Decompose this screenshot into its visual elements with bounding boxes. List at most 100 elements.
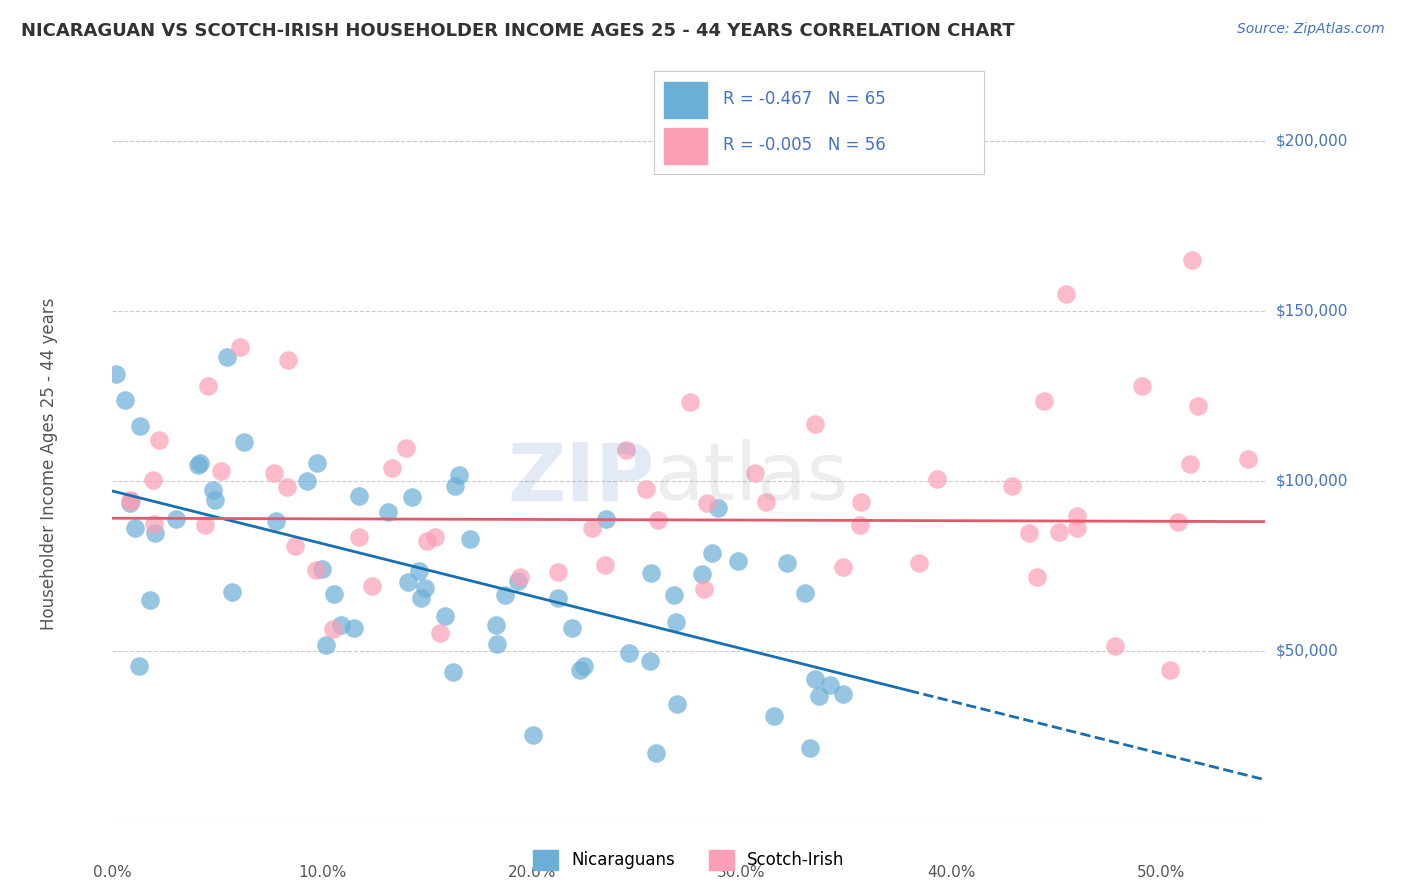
Point [744,466,766,480]
Point [202,483,225,497]
Point [129,418,152,433]
Point [165,512,187,526]
Point [508,574,530,588]
Text: atlas: atlas [654,439,849,517]
Point [634,482,657,496]
Point [818,678,841,692]
Point [617,646,640,660]
Point [187,458,209,472]
Text: 40.0%: 40.0% [927,865,976,880]
Point [614,442,637,457]
Bar [664,128,707,163]
Point [1159,663,1181,677]
Point [304,563,326,577]
Point [413,581,436,595]
Point [707,501,730,516]
Text: 0.0%: 0.0% [93,865,132,880]
Point [595,558,617,572]
Point [284,539,307,553]
Point [322,623,344,637]
Point [645,746,668,760]
Point [1181,252,1204,267]
Point [1026,570,1049,584]
Point [416,534,439,549]
Point [143,526,166,541]
Text: $200,000: $200,000 [1275,134,1348,149]
Point [692,567,714,582]
Point [458,532,481,546]
Point [693,582,716,596]
Point [509,570,531,584]
Point [444,479,467,493]
Point [1104,639,1126,653]
Point [118,496,141,510]
Point [401,490,423,504]
Text: R = -0.005   N = 56: R = -0.005 N = 56 [723,136,886,154]
Point [762,709,785,723]
Point [665,698,688,712]
Point [640,654,662,668]
Point [264,514,287,528]
Point [423,530,446,544]
Point [908,556,931,570]
Point [1066,521,1088,535]
Point [640,566,662,580]
Point [330,618,353,632]
Point [381,461,404,475]
Text: 50.0%: 50.0% [1136,865,1185,880]
Point [124,521,146,535]
Point [700,545,723,559]
Text: $100,000: $100,000 [1275,474,1348,488]
Point [142,473,165,487]
Point [311,562,333,576]
Point [315,638,337,652]
Point [194,518,217,533]
Point [678,394,700,409]
Point [485,618,508,632]
Point [347,530,370,544]
Text: 10.0%: 10.0% [298,865,346,880]
Point [142,516,165,531]
Point [233,435,256,450]
Text: $150,000: $150,000 [1275,303,1348,318]
Point [1178,457,1201,471]
Point [665,615,688,629]
Point [377,505,399,519]
Point [197,378,219,392]
Point [755,495,778,509]
Point [323,587,346,601]
Point [204,493,226,508]
Point [1054,287,1077,301]
Point [433,608,456,623]
Point [1001,479,1024,493]
Point [595,512,617,526]
Point [1018,525,1040,540]
Point [925,472,948,486]
Point [807,689,830,703]
Point [1033,394,1056,409]
Point [297,474,319,488]
Point [118,493,141,508]
Point [494,588,516,602]
Text: R = -0.467   N = 65: R = -0.467 N = 65 [723,90,886,108]
Point [662,589,685,603]
Text: $50,000: $50,000 [1275,643,1339,658]
Point [647,513,669,527]
Point [696,496,718,510]
Point [114,392,136,407]
Point [1167,515,1189,529]
Text: 30.0%: 30.0% [717,865,766,880]
Point [408,565,430,579]
Point [1047,525,1070,540]
Point [429,625,451,640]
Point [349,489,371,503]
Point [307,456,329,470]
Point [139,592,162,607]
Point [547,565,569,579]
Point [128,658,150,673]
Point [441,665,464,679]
Text: Householder Income Ages 25 - 44 years: Householder Income Ages 25 - 44 years [39,298,58,630]
Point [572,659,595,673]
Point [228,340,250,354]
Point [849,518,872,533]
